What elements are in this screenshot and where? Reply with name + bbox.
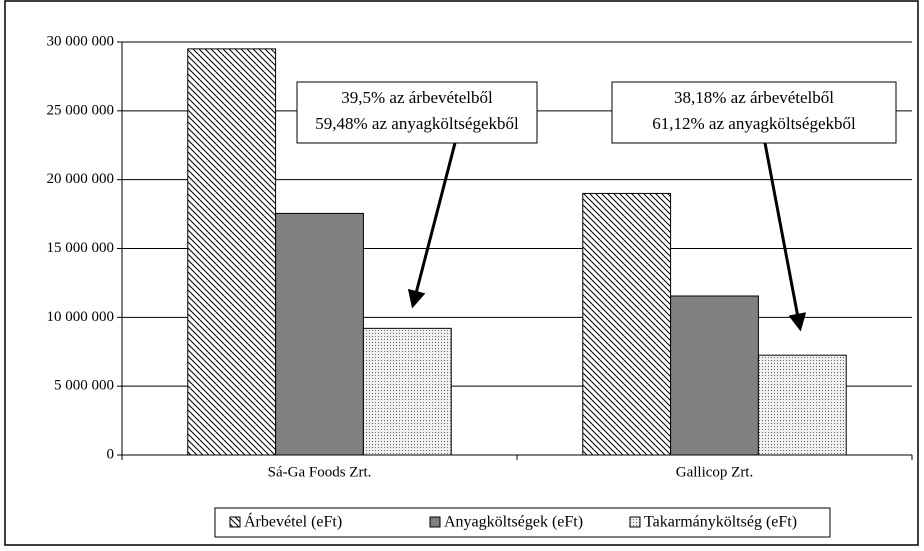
y-tick-label: 5 000 000 bbox=[54, 378, 114, 394]
bar bbox=[187, 48, 277, 456]
bar bbox=[275, 212, 364, 456]
arrow bbox=[763, 142, 807, 332]
y-tick-label: 25 000 000 bbox=[47, 102, 115, 118]
legend-swatch bbox=[229, 516, 241, 528]
legend-box bbox=[214, 507, 831, 538]
annotation-box bbox=[611, 81, 897, 144]
arrow bbox=[407, 142, 457, 309]
bar bbox=[582, 192, 672, 456]
legend-swatch bbox=[629, 516, 641, 528]
x-tick-label: Sá-Ga Foods Zrt. bbox=[268, 464, 372, 480]
annotation-text: 39,5% az árbevételből bbox=[341, 88, 493, 107]
y-tick-label: 20 000 000 bbox=[47, 171, 115, 187]
legend-label: Anyagköltségek (eFt) bbox=[444, 514, 583, 531]
y-tick-label: 15 000 000 bbox=[47, 240, 115, 256]
annotation-text: 59,48% az anyagköltségekből bbox=[315, 114, 519, 133]
bar bbox=[362, 327, 452, 456]
y-tick-label: 10 000 000 bbox=[47, 309, 115, 325]
frame bbox=[4, 0, 919, 546]
annotation-box bbox=[296, 81, 538, 144]
legend-label: Takarmányköltség (eFt) bbox=[644, 514, 797, 531]
legend-label: Árbevétel (eFt) bbox=[244, 512, 342, 531]
annotation-text: 61,12% az anyagköltségekből bbox=[652, 114, 856, 133]
bar bbox=[670, 295, 759, 456]
y-tick-label: 30 000 000 bbox=[47, 33, 115, 49]
annotation-text: 38,18% az árbevételből bbox=[674, 88, 834, 107]
legend-swatch bbox=[429, 516, 441, 528]
bar bbox=[757, 354, 847, 456]
y-tick-label: 0 bbox=[107, 446, 115, 462]
x-tick-label: Gallicop Zrt. bbox=[676, 464, 753, 480]
